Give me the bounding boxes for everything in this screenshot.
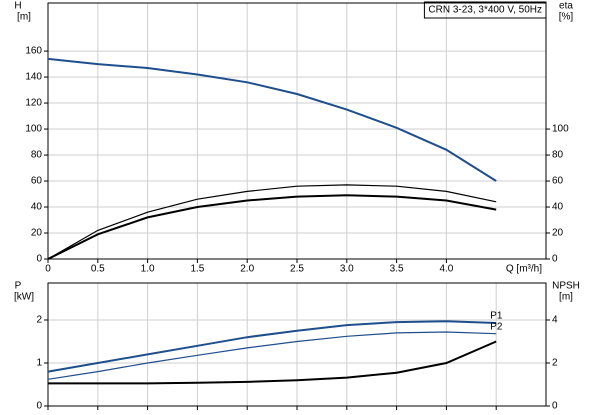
x-axis-label: Q [m³/h] xyxy=(506,264,542,275)
y-axis-label: H xyxy=(14,1,21,12)
y-tick-label: 0 xyxy=(36,401,42,412)
series-label: P2 xyxy=(490,321,503,332)
y-tick-label: 40 xyxy=(31,202,43,213)
y2-axis-label: eta xyxy=(559,1,573,12)
y2-tick-label: 0 xyxy=(552,254,558,265)
y-tick-label: 2 xyxy=(36,315,42,326)
y2-tick-label: 40 xyxy=(552,202,564,213)
curve xyxy=(47,320,497,373)
y2-tick-label: 2 xyxy=(552,358,558,369)
y-axis-unit: [m] xyxy=(17,12,31,23)
y-tick-label: 0 xyxy=(36,254,42,265)
plot-frame xyxy=(47,2,547,260)
curve xyxy=(47,331,497,380)
curve xyxy=(47,184,497,260)
y-tick-label: 140 xyxy=(25,72,42,83)
y2-tick-label: 100 xyxy=(552,124,569,135)
y2-axis-unit: [%] xyxy=(559,12,574,23)
plot-frame xyxy=(47,282,547,407)
y-tick-label: 100 xyxy=(25,124,42,135)
y-tick-label: 60 xyxy=(31,176,43,187)
y-tick-label: 160 xyxy=(25,46,42,57)
y2-tick-label: 20 xyxy=(552,228,564,239)
series-label: P1 xyxy=(490,311,503,322)
x-tick-label: 4.0 xyxy=(439,264,453,275)
chart-title: CRN 3-23, 3*400 V, 50Hz xyxy=(428,5,542,16)
x-tick-label: 3.0 xyxy=(340,264,354,275)
x-tick-label: 2.5 xyxy=(290,264,304,275)
x-tick-label: 1.5 xyxy=(190,264,204,275)
y2-tick-label: 60 xyxy=(552,176,564,187)
y2-axis-unit: [m] xyxy=(559,292,573,303)
x-tick-label: 2.0 xyxy=(240,264,254,275)
x-tick-label: 1.0 xyxy=(141,264,155,275)
x-tick-label: 0 xyxy=(45,264,51,275)
y2-tick-label: 80 xyxy=(552,150,564,161)
y-tick-label: 120 xyxy=(25,98,42,109)
y-axis-unit: [kW] xyxy=(14,292,34,303)
curve xyxy=(48,340,497,385)
x-tick-label: 0.5 xyxy=(91,264,105,275)
y2-tick-label: 4 xyxy=(552,315,558,326)
curve xyxy=(47,57,497,182)
y-tick-label: 80 xyxy=(31,150,43,161)
title-box xyxy=(423,1,547,19)
y-tick-label: 1 xyxy=(36,358,42,369)
y2-axis-label: NPSH xyxy=(552,281,580,292)
y2-tick-label: 0 xyxy=(552,401,558,412)
y-tick-label: 20 xyxy=(31,228,43,239)
curve xyxy=(47,194,497,260)
x-tick-label: 3.5 xyxy=(390,264,404,275)
y-axis-label: P xyxy=(15,281,22,292)
